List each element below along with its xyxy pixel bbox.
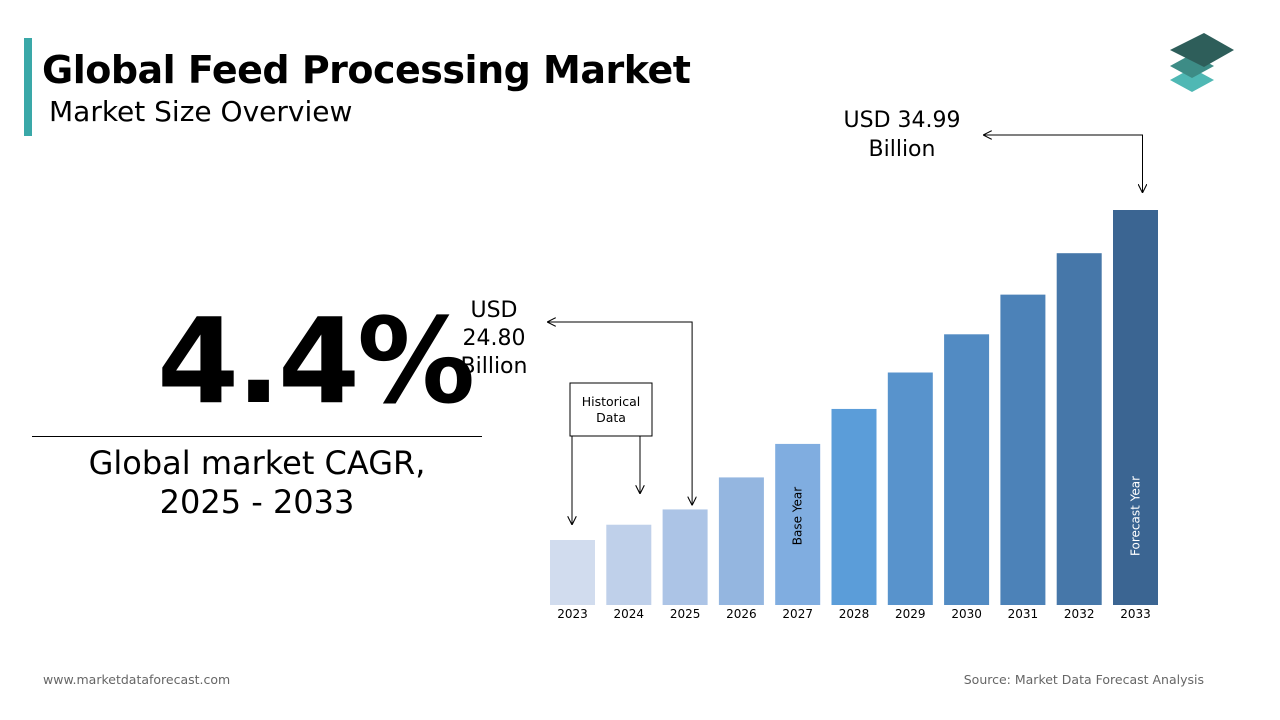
cagr-value: 4.4%	[157, 292, 475, 430]
bar-2028	[831, 408, 877, 605]
cagr-label: Global market CAGR, 2025 - 2033	[32, 444, 482, 522]
x-tick-label-2032: 2032	[1064, 607, 1095, 621]
historical-data-label-line1: Historical	[582, 394, 641, 409]
footer-source: Source: Market Data Forecast Analysis	[963, 672, 1204, 687]
cagr-label-line1: Global market CAGR,	[88, 444, 426, 482]
page-title: Global Feed Processing Market	[42, 48, 691, 92]
bar-2029	[887, 372, 933, 605]
bar-2026	[718, 477, 764, 605]
page-subtitle: Market Size Overview	[49, 95, 353, 128]
x-tick-label-2029: 2029	[895, 607, 926, 621]
bar-2033	[1113, 210, 1158, 605]
bar-2025	[662, 509, 708, 605]
callout-2033-line2: Billion	[869, 137, 936, 162]
bar-2027	[775, 443, 821, 605]
x-tick-label-2028: 2028	[839, 607, 870, 621]
x-tick-label-2023: 2023	[557, 607, 588, 621]
bar-2023	[550, 540, 595, 605]
callout-2033-line1: USD 34.99	[844, 108, 961, 133]
x-tick-label-2025: 2025	[670, 607, 701, 621]
callout-arrow-2025	[548, 322, 692, 504]
callout-2025-line3: Billion	[461, 354, 528, 379]
bar-2024	[606, 524, 652, 605]
title-accent-bar	[24, 38, 32, 136]
brand-logo-icon	[1166, 30, 1238, 106]
bar-2032	[1056, 253, 1102, 606]
x-tick-label-2024: 2024	[614, 607, 645, 621]
x-tick-label-2026: 2026	[726, 607, 757, 621]
x-tick-label-2031: 2031	[1008, 607, 1039, 621]
callout-arrow-2033	[984, 135, 1143, 192]
x-tick-label-2030: 2030	[951, 607, 982, 621]
cagr-divider	[32, 436, 482, 437]
historical-data-label-line2: Data	[596, 410, 626, 425]
bar-inner-label-2027: Base Year	[791, 487, 805, 546]
x-tick-label-2027: 2027	[782, 607, 813, 621]
callout-2025-line1: USD	[470, 298, 517, 323]
footer-website: www.marketdataforecast.com	[43, 672, 231, 687]
cagr-label-line2: 2025 - 2033	[159, 483, 355, 521]
bar-2031	[1000, 294, 1046, 605]
bar-inner-label-2033: Forecast Year	[1129, 476, 1143, 556]
x-tick-label-2033: 2033	[1120, 607, 1151, 621]
callout-2025-line2: 24.80	[463, 326, 526, 351]
bar-2030	[944, 334, 990, 605]
